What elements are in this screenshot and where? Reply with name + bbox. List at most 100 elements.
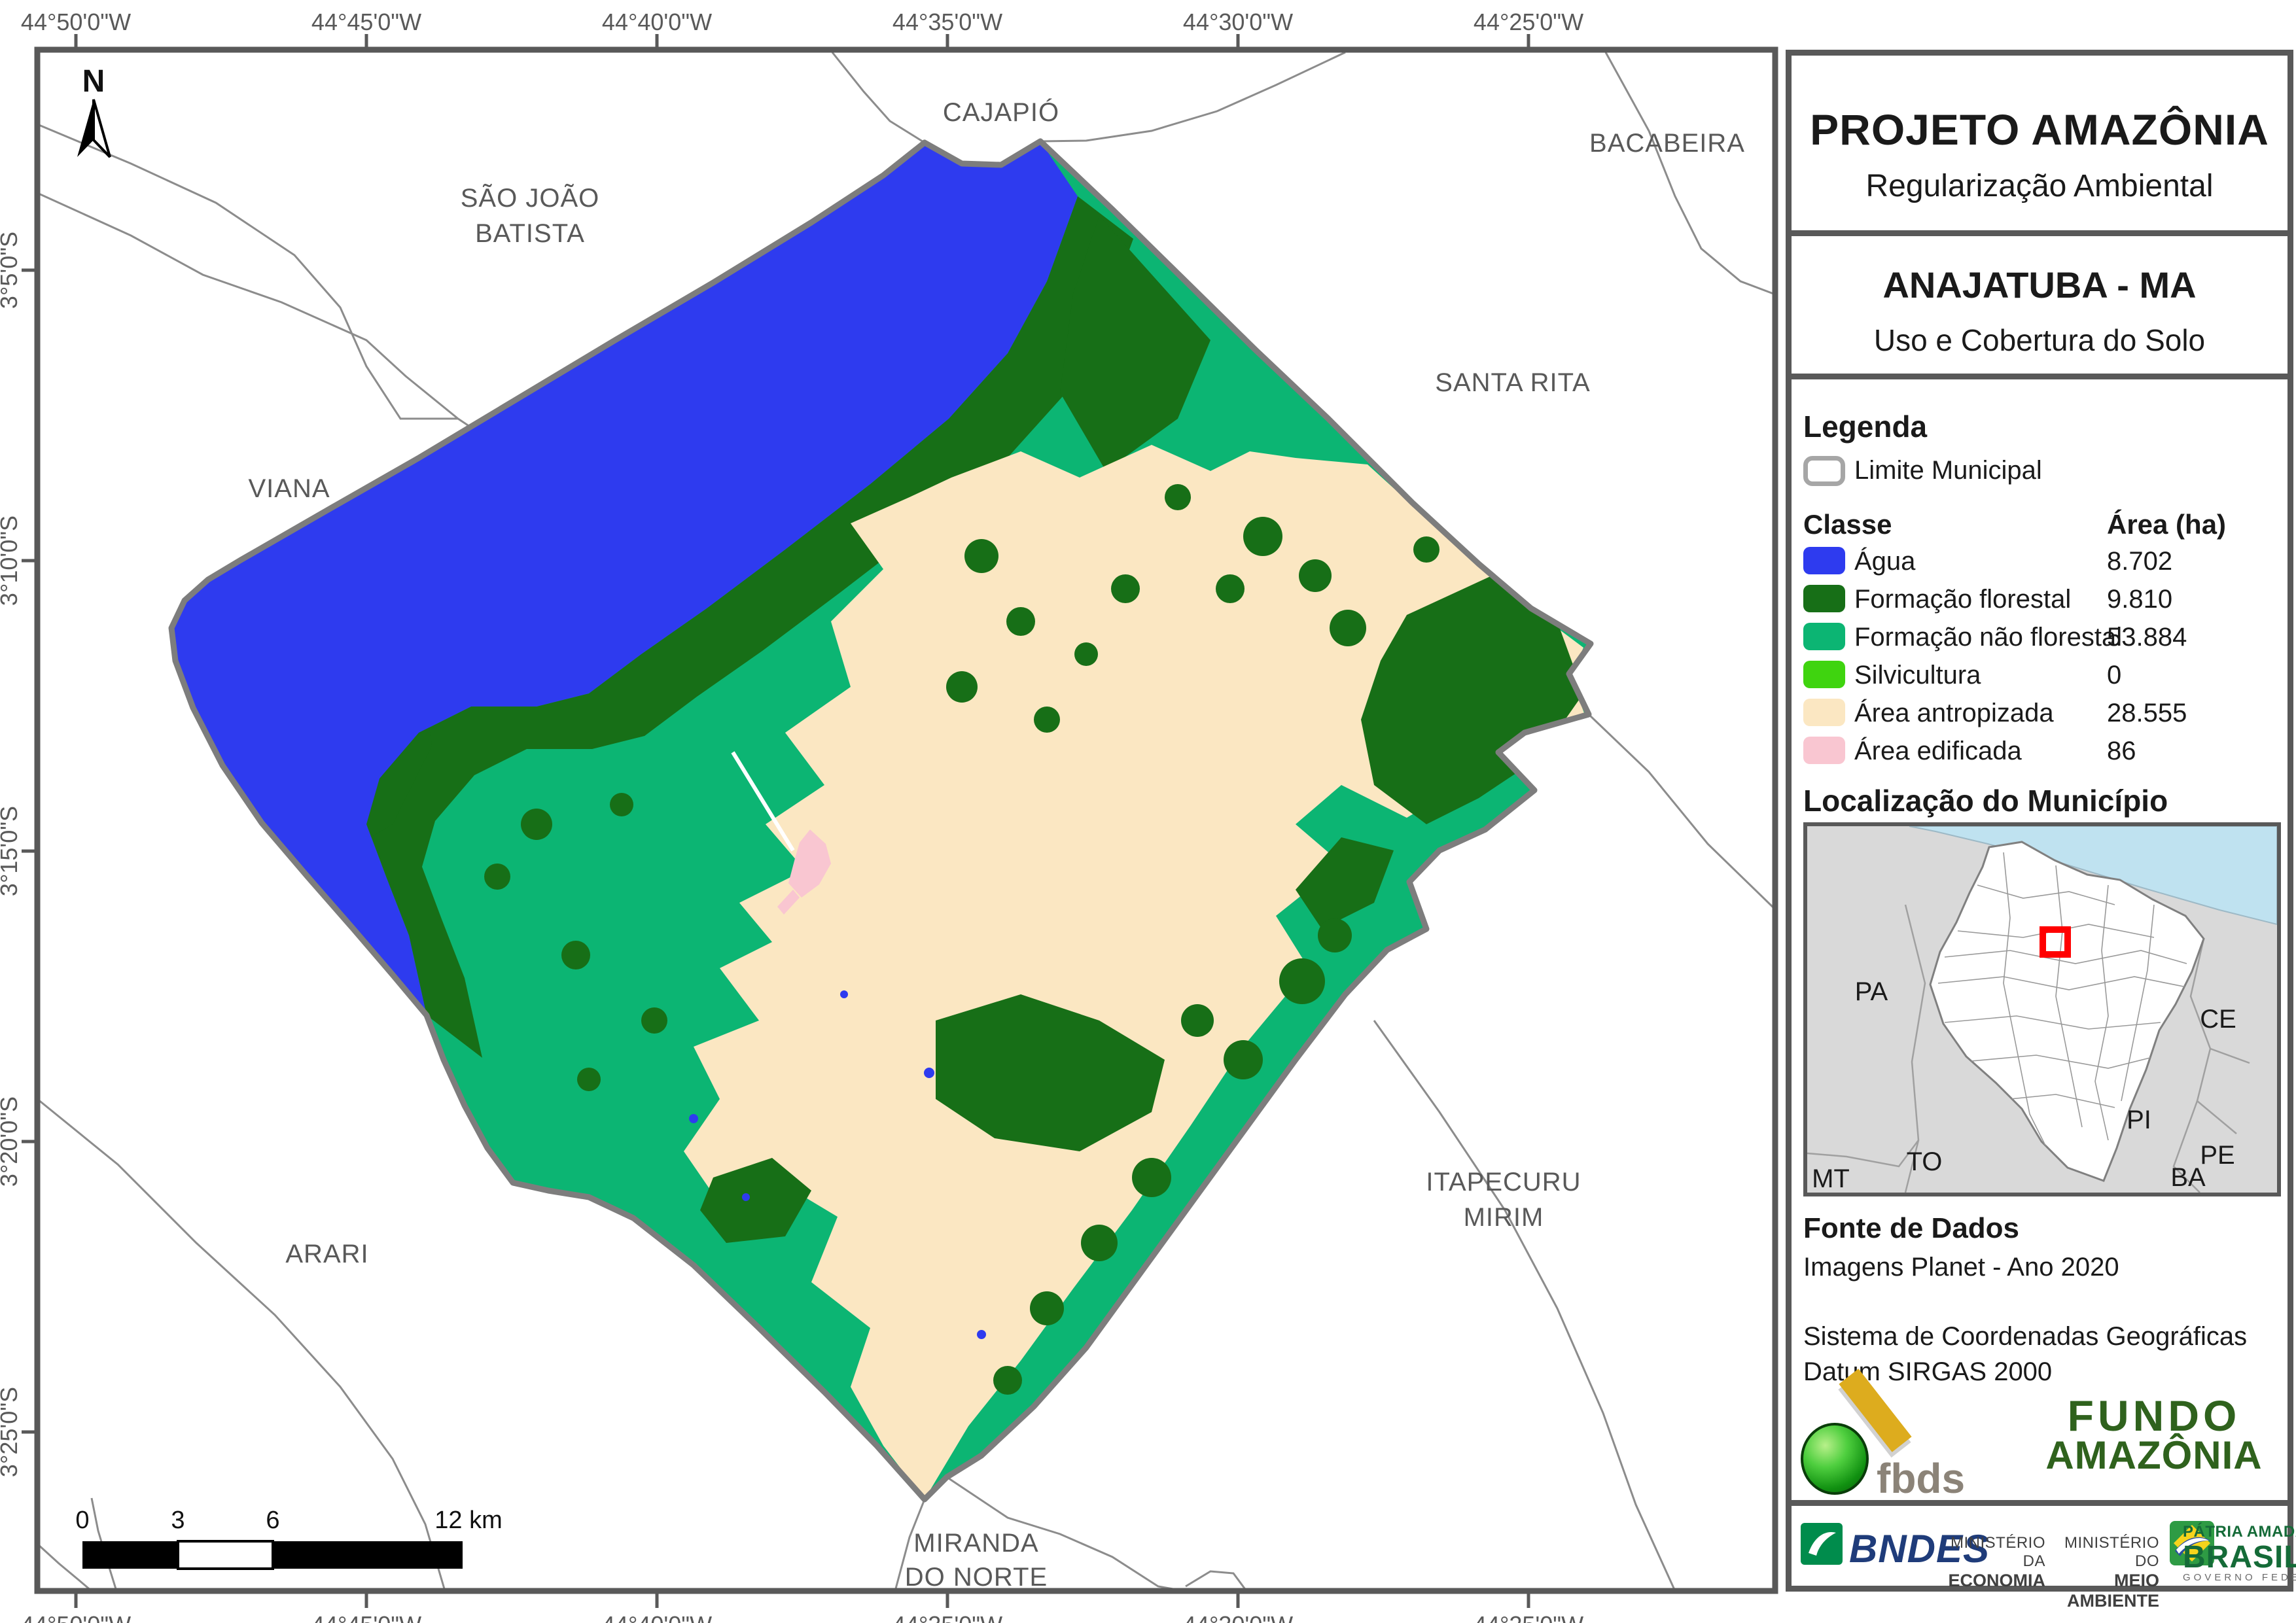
florestal-area: 9.810 [2107,585,2173,614]
neighbor-labels: CAJAPIÓ BACABEIRA SÃO JOÃO BATISTA SANTA… [248,97,1745,1592]
state-ba: BA [2170,1163,2206,1192]
scale-12km: 12 km [434,1507,502,1534]
divider-1 [1792,230,2287,236]
road-line [731,751,795,852]
location-heading: Localização do Município [1803,784,2168,818]
edificada-area: 86 [2107,737,2136,765]
label-arari: ARARI [285,1240,368,1268]
fbds-logo-text: fbds [1877,1455,1966,1502]
svg-text:44°45'0"W: 44°45'0"W [311,9,421,35]
info-panel: PROJETO AMAZÔNIA Regularização Ambiental… [1786,50,2296,1611]
svg-text:44°35'0"W: 44°35'0"W [892,1611,1002,1623]
state-ce: CE [2200,1005,2236,1034]
ministerio-economia-line2: ECONOMIA [1948,1571,2046,1590]
patria-amada-text: PÁTRIA AMADA [2183,1523,2296,1541]
state-pe: PE [2200,1141,2234,1170]
ministerio-meio-ambiente: MINISTÉRIO DO MEIO AMBIENTE [2052,1534,2159,1611]
edificada-swatch [1803,737,1845,764]
label-cajapio: CAJAPIÓ [943,97,1059,127]
legend-area-header: Área (ha) [2107,509,2227,540]
north-arrow-label: N [82,64,105,99]
svg-text:44°35'0"W: 44°35'0"W [892,9,1002,35]
fundo-amazonia-line2: AMAZÔNIA [2045,1433,2263,1477]
state-pa: PA [1855,977,1888,1006]
ministerio-meio-ambiente-line1: MINISTÉRIO DO [2064,1534,2159,1570]
map-frame-border [34,46,1778,1594]
scale-3: 3 [171,1507,185,1534]
locator-map: PA CE PI PE BA TO MT [1803,822,2281,1196]
fbds-logo-sphere [1801,1423,1869,1495]
locator-municipal-lines [1937,852,2200,1167]
svg-text:3°15'0"S: 3°15'0"S [0,806,22,896]
lon-label-top: 44°50'0"W [21,9,131,35]
project-title: PROJETO AMAZÔNIA [1810,105,2269,154]
source-line2: Sistema de Coordenadas Geográficas [1803,1322,2248,1351]
built-area [777,829,831,915]
brasil-flag-logo [2170,1521,2214,1565]
scale-6: 6 [266,1507,279,1534]
scale-bar: 0 3 6 12 km [75,1507,503,1570]
graticule-ticks [22,34,1530,1608]
lon-label-bottom: 44°50'0"W [21,1611,131,1623]
silvicultura-area: 0 [2107,661,2122,689]
project-subtitle: Regularização Ambiental [1865,169,2214,203]
nao-florestal-swatch [1803,623,1845,650]
source-heading: Fonte de Dados [1803,1212,2020,1244]
agua-area: 8.702 [2107,547,2173,576]
silvicultura-label: Silvicultura [1854,661,1981,689]
label-sao-joao-batista-2: BATISTA [475,219,585,248]
label-santa-rita: SANTA RITA [1435,368,1590,397]
locator-state-labels: PA CE PI PE BA TO MT [1812,977,2236,1193]
lat-label: 3°5'0"S [0,232,22,309]
svg-text:3°20'0"S: 3°20'0"S [0,1096,22,1187]
nao-florestal-area: 53.884 [2107,623,2187,652]
legend-class-header: Classe [1803,509,1892,540]
governo-federal-text: GOVERNO FEDERAL [2183,1572,2296,1583]
svg-text:44°25'0"W: 44°25'0"W [1474,1611,1583,1623]
municipality-title: ANAJATUBA - MA [1882,264,2197,305]
state-to: TO [1907,1147,1943,1176]
florestal-swatch [1803,585,1845,612]
svg-text:44°30'0"W: 44°30'0"W [1183,9,1293,35]
antropizada-label: Área antropizada [1854,699,2054,727]
label-viana: VIANA [248,474,330,503]
label-itapecuru-mirim: ITAPECURU [1426,1168,1581,1196]
divider-2 [1792,374,2287,379]
svg-text:44°25'0"W: 44°25'0"W [1474,9,1583,35]
ministerio-economia-line1: MINISTÉRIO DA [1950,1534,2045,1570]
svg-text:44°40'0"W: 44°40'0"W [602,9,712,35]
state-mt: MT [1812,1164,1850,1193]
agua-swatch [1803,547,1845,574]
fundo-amazonia-logo: FUNDO AMAZÔNIA [2032,1391,2276,1477]
fundo-amazonia-line1: FUNDO [2067,1391,2241,1440]
svg-text:3°10'0"S: 3°10'0"S [0,515,22,606]
limite-municipal-label: Limite Municipal [1854,456,2042,485]
edificada-label: Área edificada [1854,737,2022,765]
scale-0: 0 [75,1507,89,1534]
agua-label: Água [1854,547,1916,576]
svg-text:3°25'0"S: 3°25'0"S [0,1387,22,1477]
north-arrow: N [77,64,111,158]
svg-text:44°40'0"W: 44°40'0"W [602,1611,712,1623]
municipality-outline [168,138,1594,1503]
limite-municipal-swatch [1803,456,1845,486]
legend-heading: Legenda [1803,410,1928,444]
label-sao-joao-batista: SÃO JOÃO [461,183,600,213]
bndes-logo-mark [1801,1523,1843,1565]
florestal-label: Formação florestal [1854,585,2072,614]
label-bacabeira: BACABEIRA [1589,129,1745,158]
label-miranda-do-norte: MIRANDA [913,1529,1038,1558]
map-theme: Uso e Cobertura do Solo [1873,323,2206,357]
label-itapecuru-mirim-2: MIRIM [1464,1203,1544,1232]
svg-text:44°45'0"W: 44°45'0"W [311,1611,421,1623]
brasil-text: BRASIL [2183,1540,2296,1575]
graticule-labels: 44°50'0"W 44°45'0"W 44°40'0"W 44°35'0"W … [0,9,1583,1623]
nao-florestal-label: Formação não florestal [1854,623,2123,652]
svg-text:44°30'0"W: 44°30'0"W [1183,1611,1293,1623]
ministerio-economia: MINISTÉRIO DA ECONOMIA [1947,1534,2046,1591]
label-miranda-do-norte-2: DO NORTE [905,1563,1048,1592]
ministerio-meio-ambiente-line2: MEIO AMBIENTE [2067,1571,2159,1611]
silvicultura-swatch [1803,661,1845,688]
